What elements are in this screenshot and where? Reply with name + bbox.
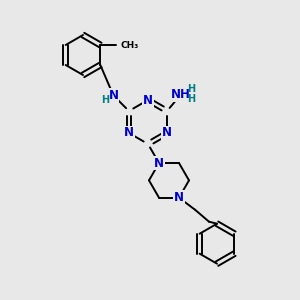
Text: H: H xyxy=(187,94,195,104)
Text: CH₃: CH₃ xyxy=(120,40,139,50)
Text: N: N xyxy=(162,127,172,140)
Text: H: H xyxy=(101,95,110,105)
Text: N: N xyxy=(154,157,164,169)
Text: H: H xyxy=(187,84,195,94)
Text: NH: NH xyxy=(171,88,191,100)
Text: N: N xyxy=(124,127,134,140)
Text: N: N xyxy=(174,191,184,204)
Text: N: N xyxy=(108,89,118,102)
Text: N: N xyxy=(143,94,153,106)
